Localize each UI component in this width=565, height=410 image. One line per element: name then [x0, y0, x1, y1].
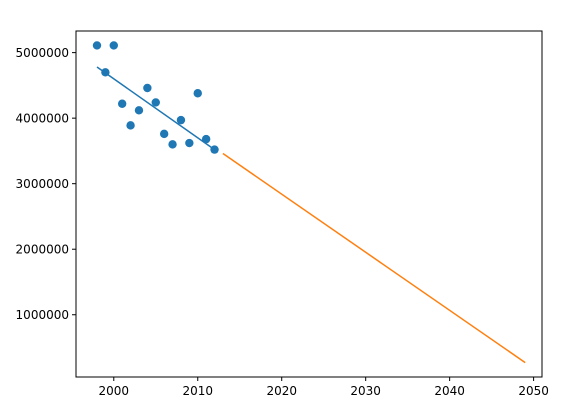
scatter-point: [168, 140, 177, 149]
scatter-point: [143, 83, 152, 93]
scatter-point: [92, 41, 102, 50]
scatter-point: [193, 89, 202, 98]
scatter-point: [117, 99, 127, 108]
series-layer: [92, 41, 526, 364]
scatter-point: [109, 41, 118, 50]
scatter-point: [201, 134, 211, 144]
projection-line: [222, 152, 526, 364]
scatter-point: [185, 138, 194, 148]
scatter-point: [159, 129, 169, 139]
x-axis: 2000 2010 2020 2030 2040 2050: [99, 377, 549, 398]
x-tick-label: 2040: [434, 384, 465, 398]
x-tick-label: 2030: [350, 384, 381, 398]
fit-line: [96, 66, 215, 151]
scatter-point: [176, 115, 186, 125]
x-tick-label: 2020: [266, 384, 297, 398]
y-tick-label: 2000000: [16, 243, 69, 257]
y-tick-label: 3000000: [16, 177, 69, 191]
x-tick-label: 2000: [99, 384, 130, 398]
y-tick-label: 5000000: [16, 46, 69, 60]
scatter-point: [151, 98, 160, 107]
y-tick-label: 1000000: [16, 308, 69, 322]
y-tick-label: 4000000: [16, 112, 69, 126]
scatter-point: [126, 121, 135, 130]
x-tick-label: 2050: [518, 384, 549, 398]
axes-frame: [75, 30, 543, 378]
x-tick-label: 2010: [182, 384, 213, 398]
y-axis: 1000000 2000000 3000000 4000000 5000000: [16, 46, 76, 322]
scatter-point: [134, 106, 144, 115]
